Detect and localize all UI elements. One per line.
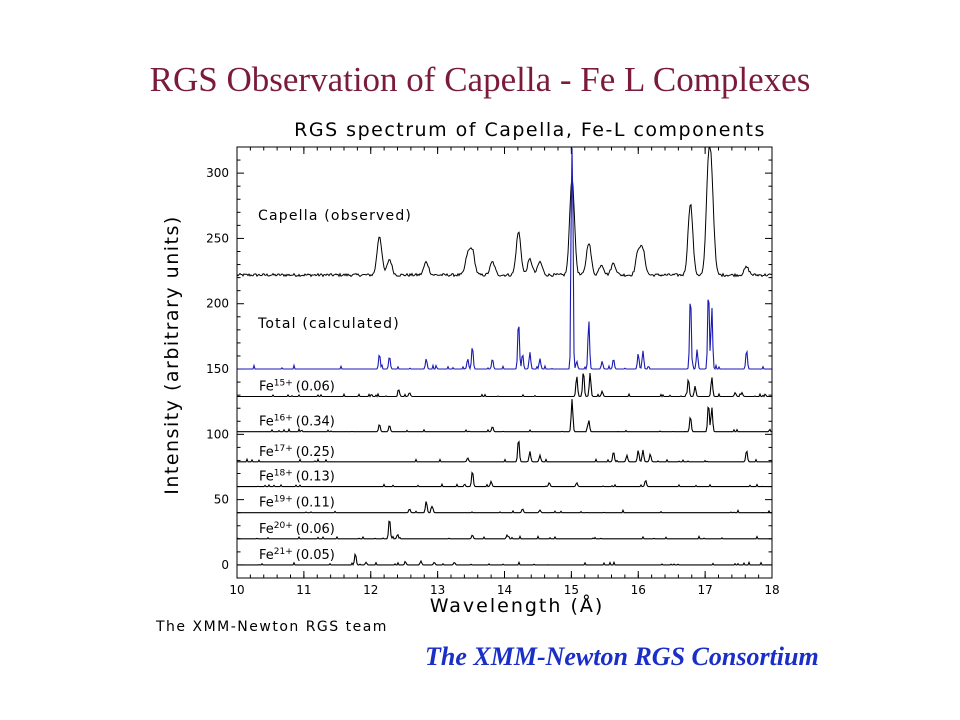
series-line (237, 471, 772, 488)
x-tick-label: 17 (697, 583, 712, 597)
series-line (237, 440, 772, 463)
series-label: Total (calculated) (257, 316, 400, 332)
series-label: Fe15+ (0.06) (259, 378, 335, 394)
plot-area: 10 11 12 13 14 15 16 17 18 0 50 100 150 200 250 300 Cape… (206, 147, 780, 597)
y-tick-label: 50 (214, 493, 229, 507)
series-line (236, 147, 773, 278)
plot-frame (236, 146, 773, 579)
series-label: Fe18+ (0.13) (259, 469, 335, 485)
series-label: Fe17+ (0.25) (259, 444, 335, 460)
y-tick-label: 300 (206, 166, 229, 180)
x-tick-label: 14 (497, 583, 512, 597)
series-line (237, 501, 772, 514)
series-line (237, 552, 772, 567)
x-tick-label: 18 (764, 583, 779, 597)
slide-title: RGS Observation of Capella - Fe L Comple… (149, 60, 811, 99)
y-tick-label: 150 (206, 362, 229, 376)
series-label: Capella (observed) (258, 208, 412, 224)
x-tick-label: 12 (363, 583, 378, 597)
x-tick-label: 13 (430, 583, 445, 597)
y-tick-label: 0 (221, 558, 229, 572)
x-axis-label: Wavelength (Å) (430, 594, 605, 617)
series-label: Fe21+ (0.05) (259, 547, 335, 563)
series-line (236, 520, 772, 540)
y-axis-label: Intensity (arbitrary units) (161, 215, 183, 495)
series-label: Fe20+ (0.06) (259, 521, 335, 537)
series-line (237, 373, 772, 398)
series-line (237, 399, 772, 433)
series-label: Fe19+ (0.11) (259, 495, 335, 511)
x-tick-label: 11 (296, 583, 311, 597)
x-tick-label: 15 (564, 583, 579, 597)
x-tick-label: 10 (229, 583, 244, 597)
chart-credit: The XMM-Newton RGS team (155, 619, 388, 635)
series-line (237, 147, 772, 371)
x-tick-label: 16 (631, 583, 646, 597)
footer-credit: The XMM-Newton RGS Consortium (425, 642, 819, 671)
series-label: Fe16+ (0.34) (259, 414, 335, 430)
y-tick-label: 100 (206, 427, 229, 441)
y-tick-label: 250 (206, 231, 229, 245)
y-tick-label: 200 (206, 297, 229, 311)
chart-title: RGS spectrum of Capella, Fe-L components (294, 119, 766, 141)
